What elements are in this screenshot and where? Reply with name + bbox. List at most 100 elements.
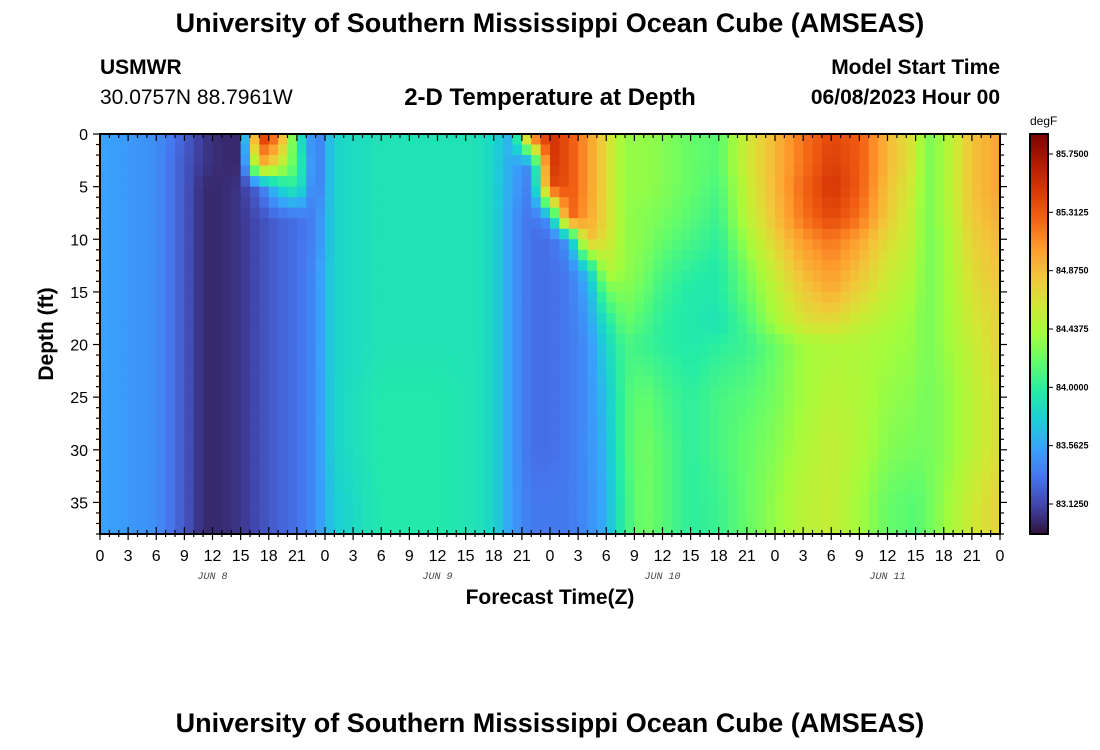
heatmap-cell [184,355,195,367]
heatmap-cell [343,155,354,167]
heatmap-cell [943,523,954,535]
heatmap-cell [775,428,785,440]
heatmap-cell [446,428,457,440]
heatmap-cell [390,355,401,367]
heatmap-cell [400,397,410,409]
heatmap-cell [934,155,945,167]
heatmap-cell [896,449,907,461]
heatmap-cell [259,155,270,167]
heatmap-cell [831,428,842,440]
heatmap-cell [709,155,720,167]
chart-title: University of Southern Mississippi Ocean… [175,8,925,38]
heatmap-cell [775,291,785,304]
heatmap-cell [737,323,748,335]
heatmap-cell [915,439,926,451]
heatmap-cell [671,418,682,430]
heatmap-cell [700,312,710,325]
heatmap-cell [803,218,814,230]
heatmap-cell [390,228,401,240]
heatmap-cell [400,239,410,251]
heatmap-cell [812,260,823,272]
heatmap-cell [943,249,954,261]
heatmap-cell [559,439,570,451]
heatmap-cell [821,365,832,377]
heatmap-cell [484,176,495,188]
heatmap-cell [531,334,542,346]
heatmap-cell [334,376,345,388]
heatmap-cell [943,291,954,304]
heatmap-cell [156,207,167,219]
heatmap-cell [437,418,448,430]
heatmap-cell [493,270,504,282]
heatmap-cell [737,207,748,219]
heatmap-cell [306,260,317,272]
heatmap-cell [625,270,635,282]
heatmap-cell [165,197,176,209]
heatmap-cell [503,481,514,493]
heatmap-cell [100,312,110,325]
heatmap-cell [118,428,129,440]
heatmap-cell [606,439,617,451]
heatmap-cell [953,355,964,367]
heatmap-cell [203,312,214,325]
heatmap-cell [456,239,467,251]
heatmap-cell [353,428,364,440]
x-tick-label: 15 [232,548,250,565]
heatmap-cell [287,134,298,146]
heatmap-cell [493,249,504,261]
heatmap-cell [906,186,917,198]
heatmap-cell [925,291,935,304]
heatmap-cell [315,439,326,451]
heatmap-cell [512,355,523,367]
heatmap-cell [465,376,476,388]
heatmap-cell [231,407,242,419]
heatmap-cell [878,334,889,346]
heatmap-cell [868,491,879,504]
heatmap-cell [737,228,748,240]
heatmap-cell [381,334,392,346]
heatmap-cell [278,355,289,367]
heatmap-cell [456,355,467,367]
heatmap-cell [821,470,832,482]
heatmap-cell [550,312,560,325]
heatmap-cell [718,418,729,430]
heatmap-cell [981,418,992,430]
heatmap-cell [981,323,992,335]
heatmap-cell [540,291,551,304]
heatmap-cell [334,218,345,230]
heatmap-cell [231,270,242,282]
heatmap-cell [118,355,129,367]
heatmap-cell [400,502,410,514]
heatmap-cell [203,134,214,146]
heatmap-cell [700,186,710,198]
heatmap-cell [240,502,251,514]
heatmap-cell [456,249,467,261]
heatmap-cell [775,176,785,188]
heatmap-cell [962,397,973,409]
heatmap-cell [850,312,860,325]
heatmap-cell [118,312,129,325]
heatmap-cell [812,281,823,293]
heatmap-cell [868,197,879,209]
x-tick-label: 15 [682,548,700,565]
heatmap-cell [381,523,392,535]
heatmap-cell [981,218,992,230]
heatmap-cell [409,176,420,188]
heatmap-cell [587,197,598,209]
heatmap-cell [540,134,551,146]
heatmap-cell [137,470,148,482]
heatmap-cell [906,334,917,346]
heatmap-cell [221,197,232,209]
heatmap-cell [240,512,251,525]
x-tick-label: 15 [907,548,925,565]
heatmap-cell [540,512,551,525]
heatmap-cell [118,197,129,209]
heatmap-cell [737,418,748,430]
heatmap-cell [700,355,710,367]
heatmap-cell [175,523,185,535]
heatmap-cell [840,439,851,451]
heatmap-cell [662,386,673,398]
heatmap-cell [765,365,776,377]
heatmap-cell [971,470,982,482]
